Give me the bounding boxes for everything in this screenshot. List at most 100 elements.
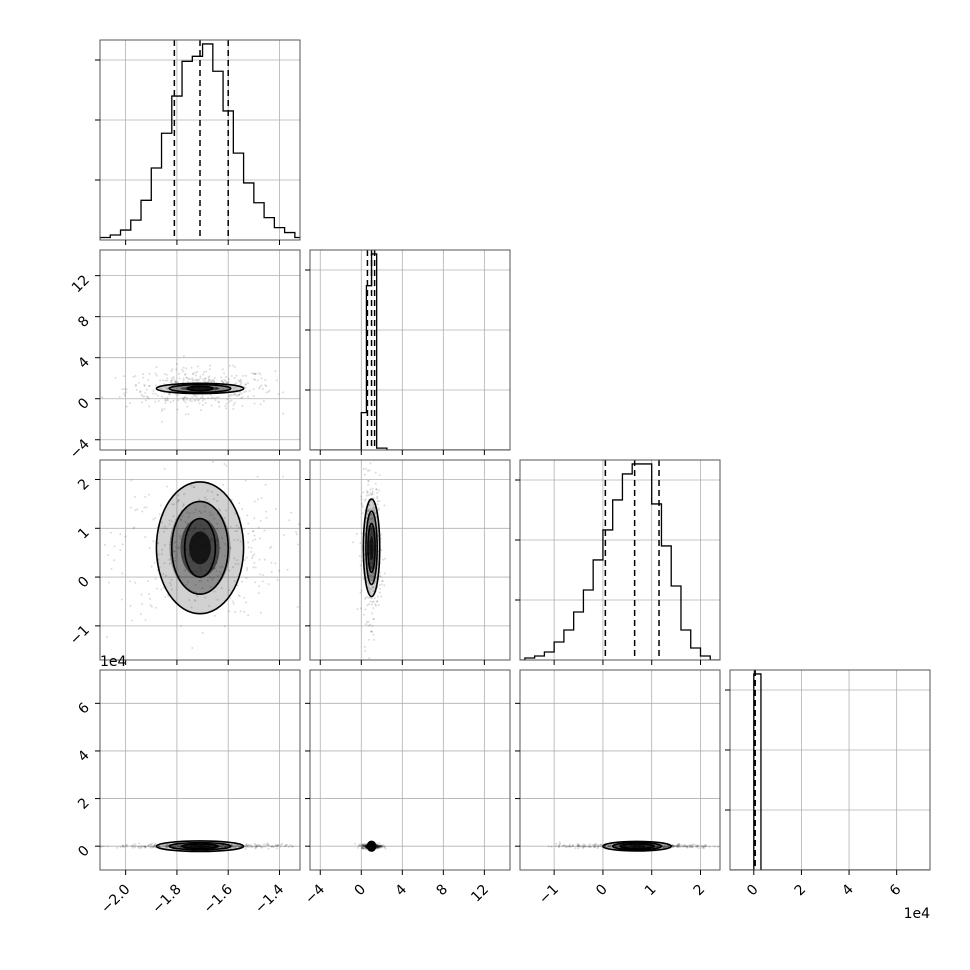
scatter-point [595, 843, 598, 846]
scatter-point [365, 846, 368, 849]
contour-line [367, 841, 376, 851]
y-tick-label: 1 [75, 525, 93, 543]
scatter-point [157, 558, 160, 561]
scatter-point [230, 394, 233, 397]
scatter-point [679, 845, 682, 848]
scatter-point [274, 562, 277, 565]
scatter-point [564, 846, 567, 849]
scatter-point [239, 383, 242, 386]
scatter-point [677, 843, 680, 846]
scatter-point [230, 399, 233, 402]
scatter-point [676, 844, 679, 847]
scatter-point [76, 844, 78, 846]
scatter-point [267, 847, 270, 850]
scatter-point [609, 846, 612, 849]
scatter-point [196, 378, 199, 381]
scatter-point [201, 587, 204, 590]
scatter-point [145, 845, 148, 848]
scatter-point [143, 383, 146, 386]
scatter-point [609, 844, 612, 847]
scatter-point [230, 847, 233, 850]
scatter-point [192, 372, 195, 375]
scatter-point [368, 494, 371, 497]
scatter-point [357, 844, 360, 847]
scatter-point [376, 456, 378, 458]
scatter-point [133, 495, 136, 498]
scatter-point [371, 487, 374, 490]
scatter-point [106, 636, 109, 639]
scatter-point [162, 383, 165, 386]
scatter-point [204, 377, 207, 380]
scatter-point [363, 847, 366, 850]
scatter-point [158, 513, 161, 516]
scatter-point [151, 845, 154, 848]
scatter-point [216, 528, 219, 531]
scatter-point [367, 483, 370, 486]
scatter-point [678, 844, 681, 847]
scatter-point [144, 392, 147, 395]
y-tick-label: 6 [75, 700, 93, 718]
scatter-point [360, 844, 363, 847]
scatter-point [238, 844, 241, 847]
scatter-point [131, 844, 134, 847]
scatter-point [201, 399, 204, 402]
scatter-point [102, 845, 105, 848]
scatter-point [148, 372, 151, 375]
scatter-point [378, 845, 381, 848]
scatter-point [662, 844, 665, 847]
scatter-point [365, 489, 368, 492]
scatter-point [361, 844, 364, 847]
scatter-point [224, 845, 227, 848]
scatter-point [139, 613, 142, 616]
scatter-point [375, 577, 378, 580]
scatter-point [212, 498, 215, 501]
panel-content [310, 456, 510, 660]
scatter-point [582, 846, 585, 849]
scatter-point [186, 405, 189, 408]
histogram-step [730, 673, 930, 870]
scatter-point [178, 372, 181, 375]
scatter-point [157, 845, 160, 848]
scatter-point [663, 844, 666, 847]
scatter-point [238, 595, 241, 598]
scatter-point [562, 844, 565, 847]
scatter-point [376, 495, 379, 498]
scatter-point [274, 845, 277, 848]
scatter-point [199, 396, 202, 399]
scatter-point [222, 483, 225, 486]
scatter-point [238, 393, 241, 396]
scatter-point [276, 844, 279, 847]
scatter-point [367, 469, 370, 472]
scatter-point [146, 396, 149, 399]
scatter-point [251, 845, 254, 848]
scatter-point [267, 843, 270, 846]
scatter-point [369, 514, 372, 517]
scatter-point [237, 562, 240, 565]
scatter-point [238, 380, 241, 383]
scatter-point [251, 846, 254, 849]
x-tick-label: −2.0 [98, 882, 133, 917]
scatter-point [133, 846, 136, 849]
scatter-point [198, 510, 201, 513]
scatter-point [144, 399, 147, 402]
scatter-point [206, 489, 209, 492]
scatter-point [162, 527, 165, 530]
scatter-point [164, 385, 167, 388]
scatter-point [193, 393, 196, 396]
scatter-point [378, 591, 381, 594]
scatter-point [376, 845, 379, 848]
scatter-point [191, 647, 194, 650]
scatter-point [376, 600, 379, 603]
scatter-point [615, 845, 618, 848]
scatter-point [366, 621, 369, 624]
scatter-point [131, 846, 134, 849]
scatter-point [237, 379, 240, 382]
scatter-point [361, 846, 364, 849]
scatter-point [106, 845, 109, 848]
scatter-point [173, 550, 176, 553]
scatter-point [154, 517, 157, 520]
scatter-point [258, 372, 261, 375]
scatter-point [231, 846, 234, 849]
scatter-point [661, 846, 664, 849]
scatter-point [165, 399, 168, 402]
